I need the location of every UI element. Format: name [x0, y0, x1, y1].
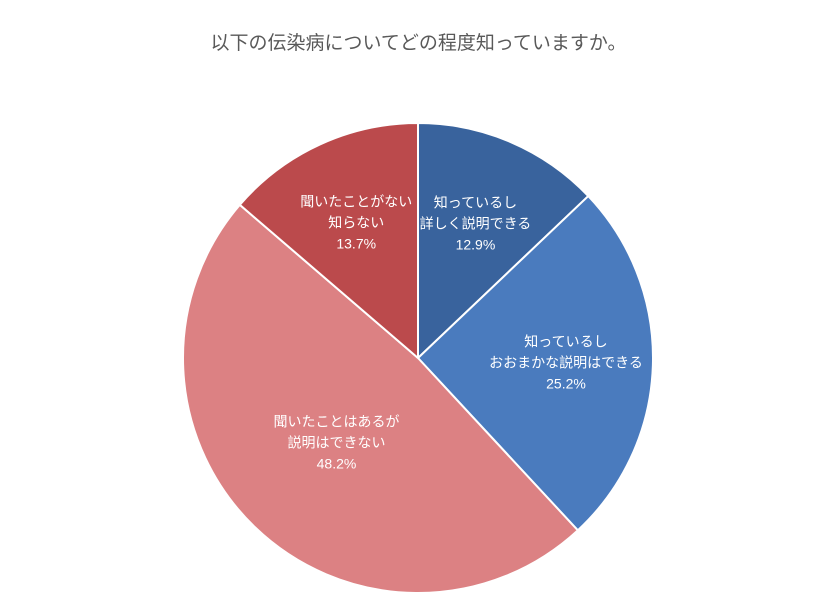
slice-label-line2: 詳しく説明できる: [420, 214, 532, 235]
slice-label-line1: 聞いたことはあるが: [273, 411, 399, 432]
slice-label-percent: 13.7%: [300, 234, 412, 255]
slice-label-line2: おおまかな説明はできる: [489, 352, 643, 373]
chart-title: 以下の伝染病についてどの程度知っていますか。: [0, 28, 837, 55]
slice-label-percent: 25.2%: [489, 373, 643, 394]
slice-label-line2: 知らない: [300, 213, 412, 234]
slice-label-percent: 48.2%: [273, 453, 399, 474]
slice-label-line1: 聞いたことがない: [300, 192, 412, 213]
slice-label-0: 知っているし詳しく説明できる12.9%: [420, 193, 532, 256]
slice-label-line1: 知っているし: [420, 193, 532, 214]
slice-label-line2: 説明はできない: [273, 432, 399, 453]
slice-label-line1: 知っているし: [489, 331, 643, 352]
slice-label-percent: 12.9%: [420, 235, 532, 256]
slice-label-1: 知っているしおおまかな説明はできる25.2%: [489, 331, 643, 394]
chart-container: 以下の伝染病についてどの程度知っていますか。 知っているし詳しく説明できる12.…: [0, 0, 837, 616]
slice-label-2: 聞いたことはあるが説明はできない48.2%: [273, 411, 399, 474]
slice-label-3: 聞いたことがない知らない13.7%: [300, 192, 412, 255]
